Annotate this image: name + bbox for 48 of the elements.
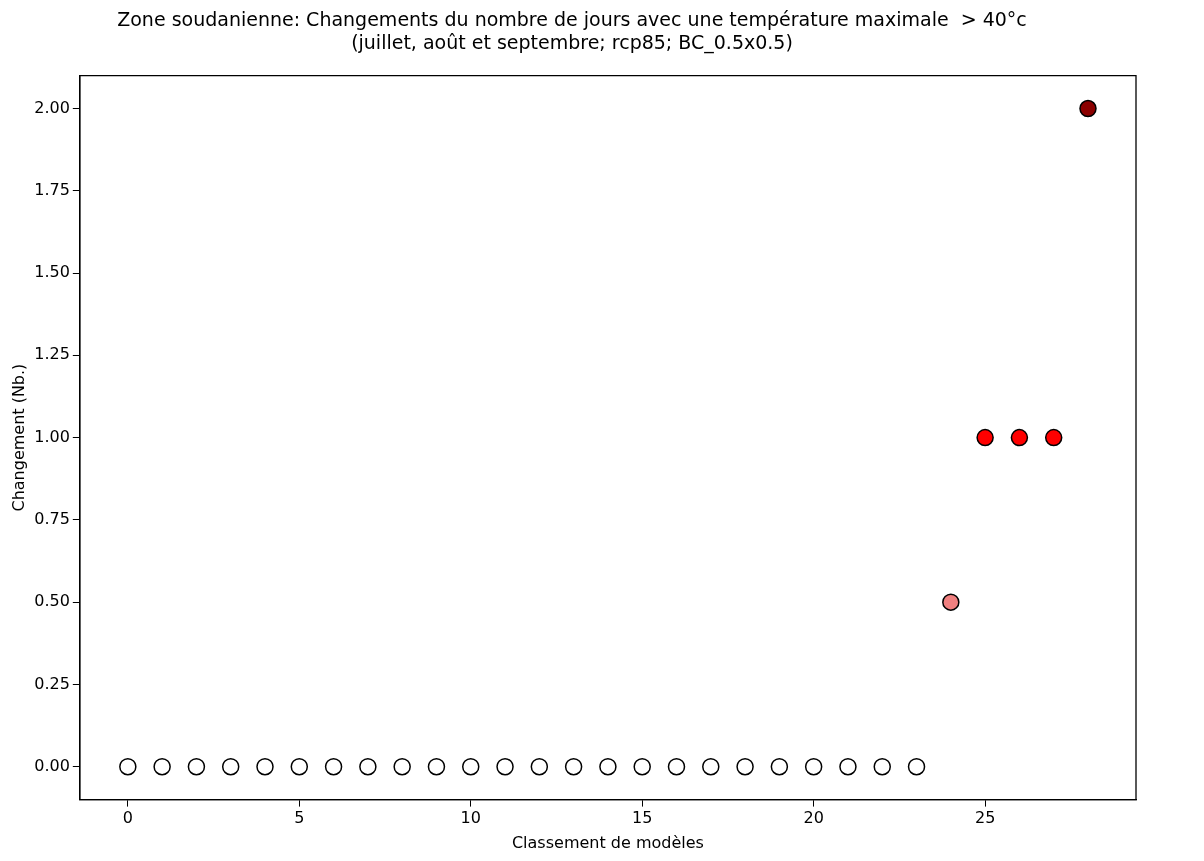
x-tick-label: 15 [632,808,653,828]
x-tick-label: 20 [803,808,824,828]
y-tick-label: 0.50 [34,591,70,611]
point [530,757,549,776]
y-tick-label: 1.25 [34,344,70,364]
chart-subtitle: (juillet, août et septembre; rcp85; BC_0.5x0.5) [351,31,793,55]
y-tick-label: 1.75 [34,179,70,199]
chart-title: Zone soudanienne: Changements du nombre de jours avec une température maximale > 40°c [117,8,1027,31]
point [702,757,720,776]
point [256,757,274,776]
y-tick-label: 0.25 [34,673,70,693]
y-tick-label: 1.00 [34,426,70,446]
point [187,757,206,776]
point [462,757,480,776]
point [393,757,411,776]
point [1010,428,1029,447]
point [770,757,789,776]
point [1079,99,1097,118]
y-tick-label: 0.75 [34,509,70,529]
point [290,757,309,776]
point [736,757,754,776]
point [564,757,583,776]
point [119,757,137,776]
y-tick-label: 1.50 [34,262,70,282]
y-axis-title: Changement (Nb.) [8,363,28,512]
point [804,757,823,776]
y-tick-label: 0.00 [34,755,70,775]
point [496,757,514,776]
x-tick-label: 25 [974,808,996,828]
point [221,757,240,776]
point [359,757,377,776]
point [873,757,891,776]
point [942,593,960,611]
point [324,757,343,776]
y-tick-label: 2.00 [34,97,70,117]
point [907,757,926,776]
x-tick-label: 10 [460,808,481,828]
x-tick-label: 0 [122,808,133,828]
point [599,757,617,776]
point [976,428,994,447]
x-axis-title: Classement de modèles [511,832,704,852]
point [427,757,446,776]
point [667,757,686,776]
point [839,757,857,776]
point [633,757,651,776]
point [153,757,171,776]
x-tick-label: 5 [294,808,305,828]
point [1044,428,1063,447]
